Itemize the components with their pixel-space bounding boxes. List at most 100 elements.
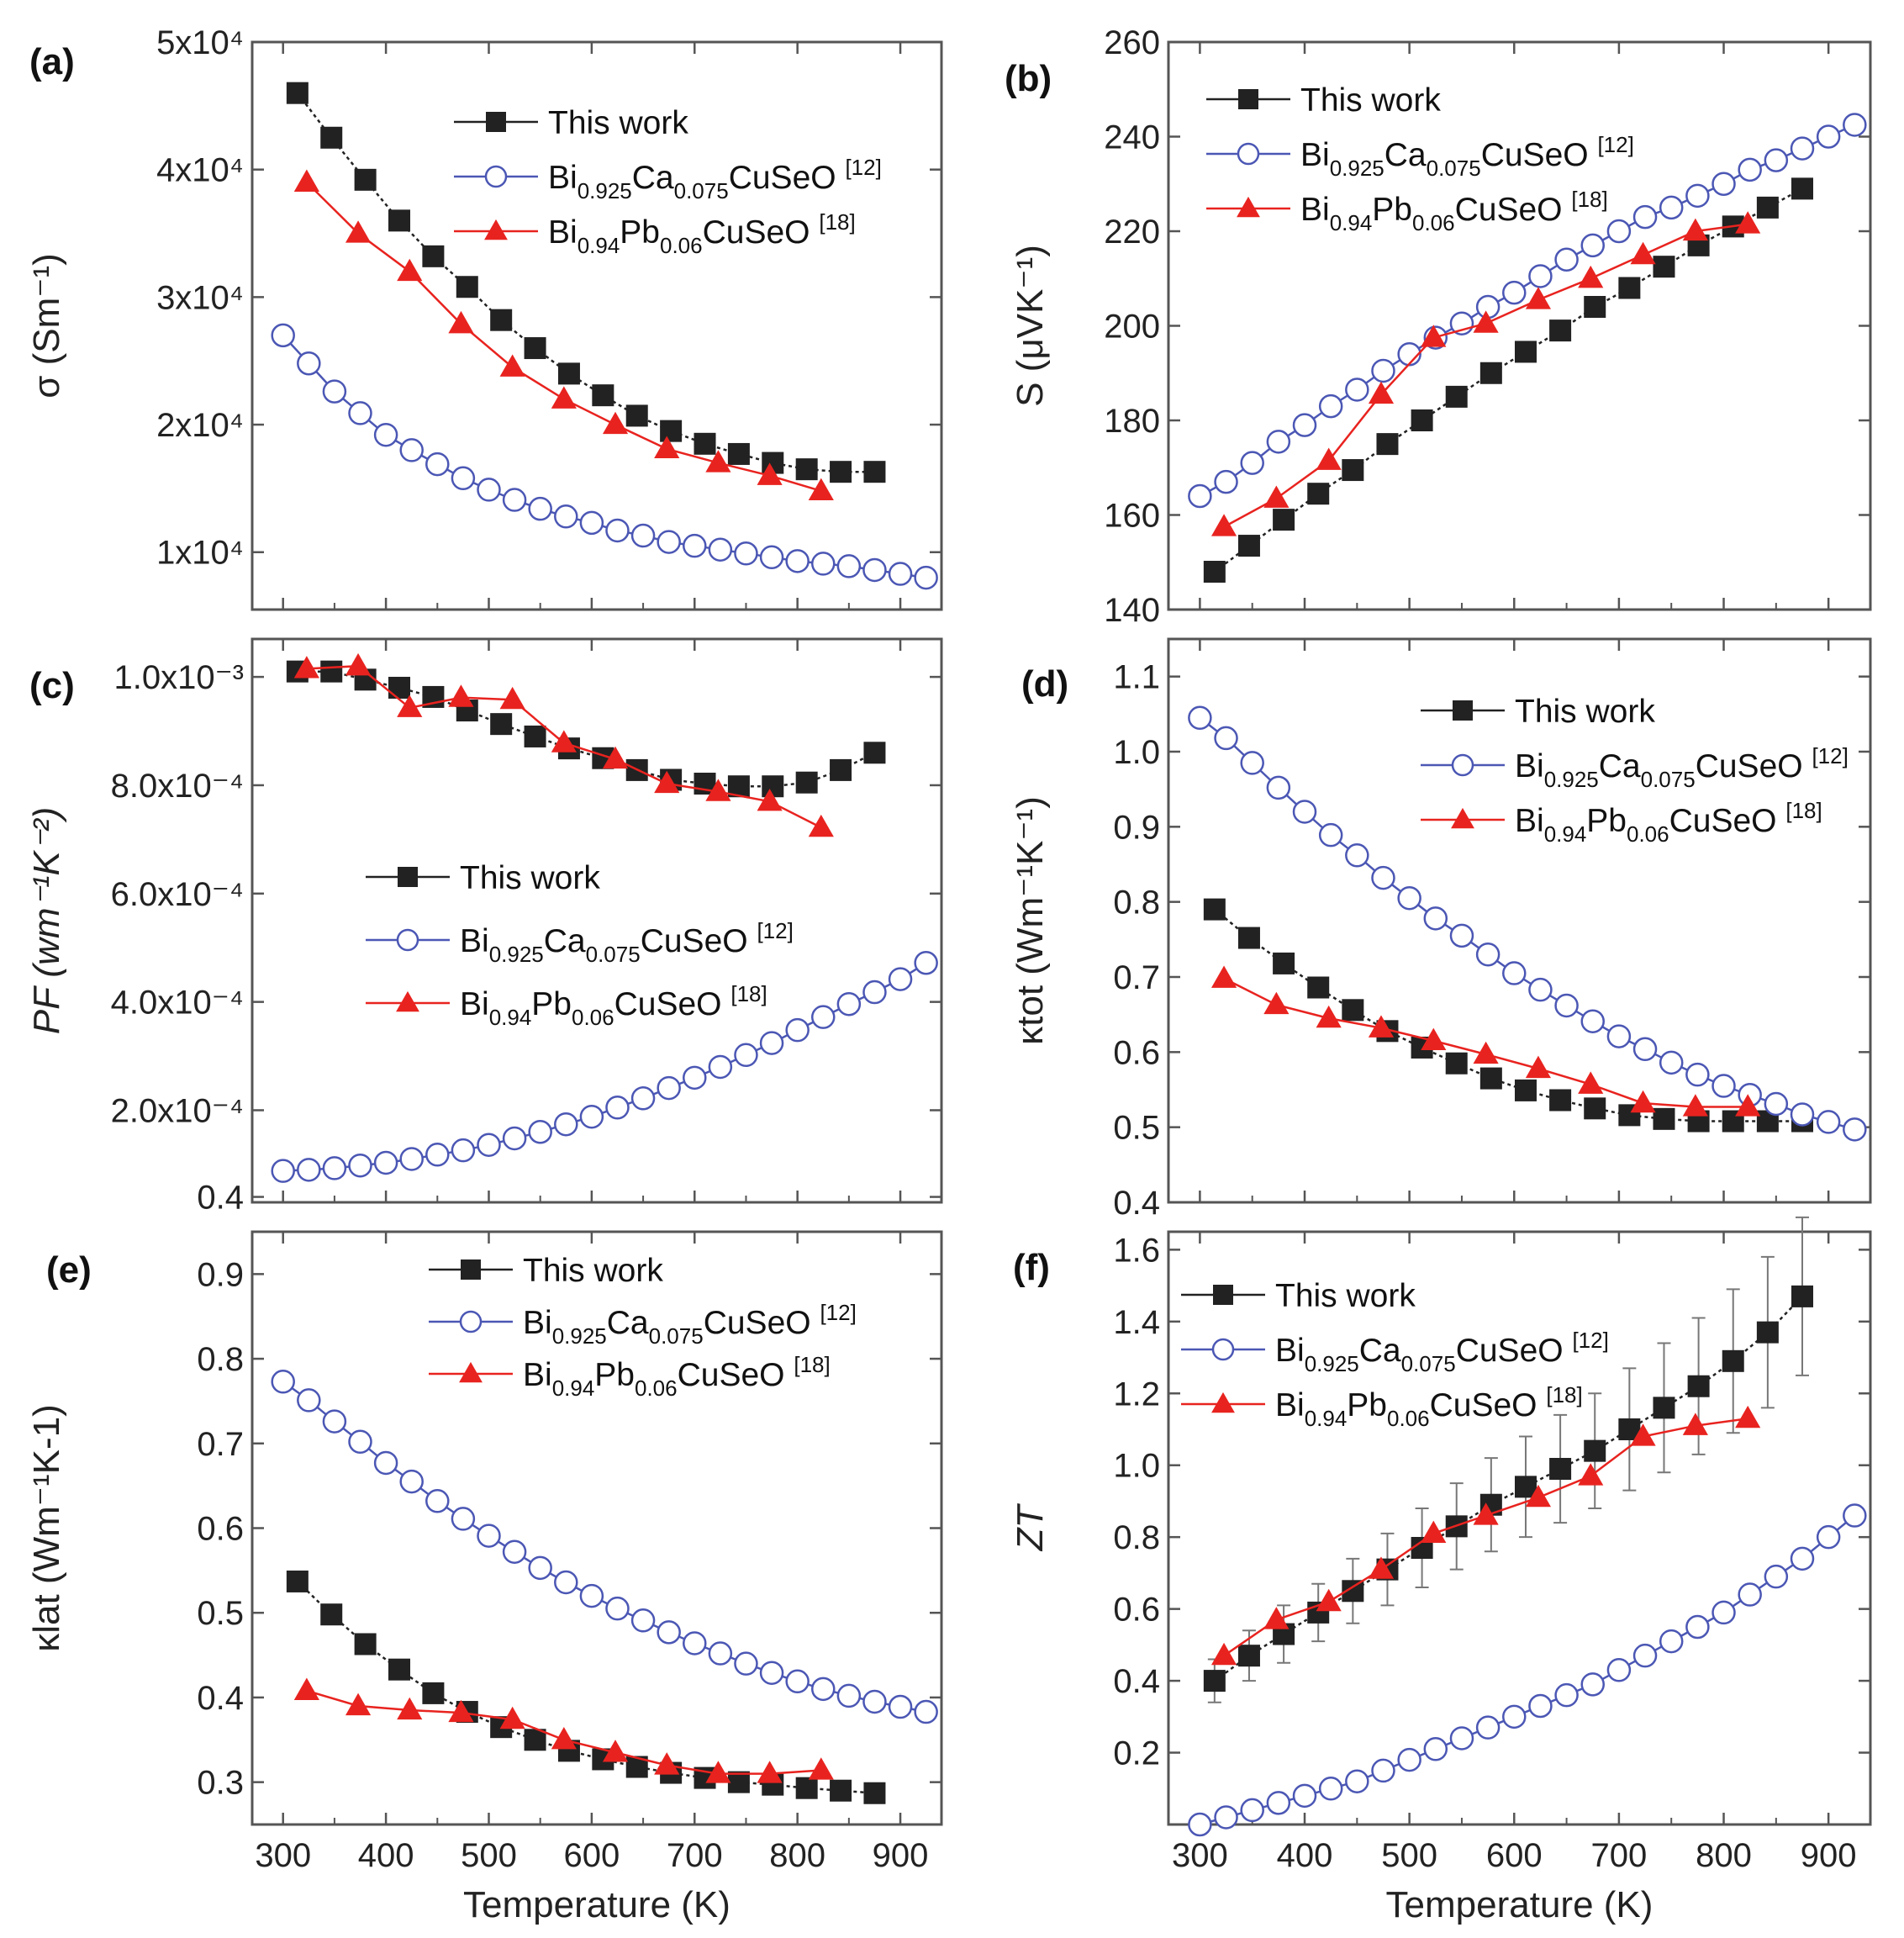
data-point bbox=[1449, 1726, 1474, 1751]
data-point bbox=[811, 1677, 836, 1702]
data-point bbox=[1632, 204, 1658, 230]
data-point bbox=[708, 1054, 733, 1080]
y-tick-label: 1.0 bbox=[1113, 1448, 1160, 1485]
data-point bbox=[388, 1658, 411, 1681]
data-point bbox=[1632, 1037, 1658, 1062]
x-tick-label: 800 bbox=[769, 1837, 825, 1874]
data-point bbox=[1580, 1009, 1605, 1033]
data-point bbox=[477, 1523, 501, 1548]
x-axis-label: Temperature (K) bbox=[1386, 1884, 1653, 1925]
data-point bbox=[1203, 1670, 1226, 1692]
data-point bbox=[1266, 775, 1291, 800]
y-tick-label: 0.2 bbox=[1113, 1735, 1160, 1772]
data-point bbox=[727, 442, 750, 465]
series-line bbox=[1200, 1514, 1856, 1826]
legend-marker bbox=[1451, 807, 1474, 829]
data-point bbox=[1735, 1094, 1761, 1117]
y-tick-label: 1.4 bbox=[1113, 1304, 1160, 1341]
y-tick-label: 0.6 bbox=[1113, 1592, 1160, 1629]
data-point bbox=[757, 1761, 783, 1783]
data-point bbox=[759, 545, 784, 570]
x-axis-label: Temperature (K) bbox=[463, 1884, 730, 1925]
data-point bbox=[1473, 1502, 1499, 1525]
data-point bbox=[1502, 280, 1527, 305]
data-point bbox=[1735, 1405, 1761, 1428]
data-point bbox=[1685, 1062, 1710, 1087]
data-point bbox=[1214, 469, 1238, 494]
data-point bbox=[1423, 1737, 1448, 1761]
data-point bbox=[297, 1158, 321, 1182]
data-point bbox=[1475, 1715, 1501, 1740]
y-tick-label: 0.9 bbox=[1113, 809, 1160, 846]
data-point bbox=[1479, 362, 1502, 384]
series-line bbox=[1223, 1417, 1748, 1657]
legend-marker bbox=[1451, 753, 1474, 777]
panel-label: (f) bbox=[1013, 1247, 1050, 1288]
y-tick-label: 0.4 bbox=[197, 1180, 244, 1217]
data-point bbox=[1791, 1285, 1813, 1307]
data-point bbox=[1790, 1102, 1815, 1127]
data-point bbox=[762, 775, 784, 798]
data-point bbox=[448, 684, 474, 707]
x-tick-label: 500 bbox=[1381, 1837, 1437, 1874]
data-point bbox=[836, 554, 862, 578]
data-point bbox=[1528, 1693, 1553, 1719]
data-point bbox=[1376, 433, 1399, 456]
data-point bbox=[605, 1596, 630, 1621]
data-point bbox=[554, 1570, 578, 1595]
data-point bbox=[683, 1631, 707, 1655]
data-point bbox=[1342, 459, 1364, 482]
data-point bbox=[1502, 961, 1527, 985]
y-tick-label: 3x10⁴ bbox=[156, 279, 244, 316]
data-point bbox=[602, 411, 629, 435]
data-point bbox=[683, 533, 707, 558]
data-point bbox=[1578, 265, 1604, 288]
data-point bbox=[660, 420, 683, 442]
data-point bbox=[293, 656, 319, 679]
series-pb-doped bbox=[1210, 211, 1761, 536]
data-point bbox=[836, 991, 862, 1017]
data-point bbox=[320, 660, 343, 683]
data-point bbox=[1371, 358, 1395, 383]
data-point bbox=[348, 1153, 372, 1178]
data-point bbox=[1711, 1600, 1736, 1625]
data-point bbox=[727, 1771, 750, 1793]
x-tick-label: 600 bbox=[564, 1837, 620, 1874]
y-axis-label: κtot (Wm⁻¹K⁻¹) bbox=[1010, 796, 1051, 1045]
data-point bbox=[1606, 1024, 1632, 1048]
data-point bbox=[808, 1757, 834, 1780]
data-point bbox=[1606, 219, 1632, 244]
data-point bbox=[448, 310, 474, 334]
data-point bbox=[499, 686, 525, 710]
data-point bbox=[1473, 1041, 1499, 1064]
series-line bbox=[296, 92, 875, 473]
data-point bbox=[1632, 1643, 1658, 1668]
data-point bbox=[579, 1104, 604, 1129]
legend-entry: Bi0.94Pb0.06CuSeO [18] bbox=[523, 1352, 831, 1401]
y-tick-label: 0.8 bbox=[1113, 885, 1160, 921]
data-point bbox=[708, 1641, 733, 1666]
data-point bbox=[388, 209, 411, 232]
data-point bbox=[1203, 561, 1226, 583]
data-point bbox=[286, 82, 309, 104]
y-tick-label: 0.5 bbox=[1113, 1110, 1160, 1147]
data-point bbox=[602, 1740, 629, 1762]
data-point bbox=[1266, 1791, 1291, 1815]
y-tick-label: 0.8 bbox=[197, 1341, 244, 1378]
legend-marker bbox=[1453, 700, 1473, 721]
data-point bbox=[551, 386, 577, 409]
data-point bbox=[499, 1706, 525, 1729]
data-point bbox=[759, 1031, 784, 1055]
y-tick-label: 1x10⁴ bbox=[156, 535, 244, 572]
data-point bbox=[1630, 1423, 1656, 1446]
legend-marker bbox=[1237, 142, 1260, 166]
data-point bbox=[1237, 927, 1260, 949]
y-tick-label: 0.5 bbox=[197, 1595, 244, 1632]
data-point bbox=[1659, 195, 1684, 220]
y-tick-label: 0.3 bbox=[197, 1765, 244, 1802]
series-line bbox=[282, 962, 927, 1172]
data-point bbox=[1549, 1458, 1572, 1480]
legend-entry: Bi0.94Pb0.06CuSeO [18] bbox=[460, 981, 767, 1030]
data-point bbox=[1368, 1015, 1395, 1038]
x-tick-label: 600 bbox=[1486, 1837, 1543, 1874]
